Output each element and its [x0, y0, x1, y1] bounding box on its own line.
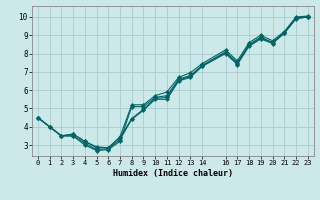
X-axis label: Humidex (Indice chaleur): Humidex (Indice chaleur) [113, 169, 233, 178]
